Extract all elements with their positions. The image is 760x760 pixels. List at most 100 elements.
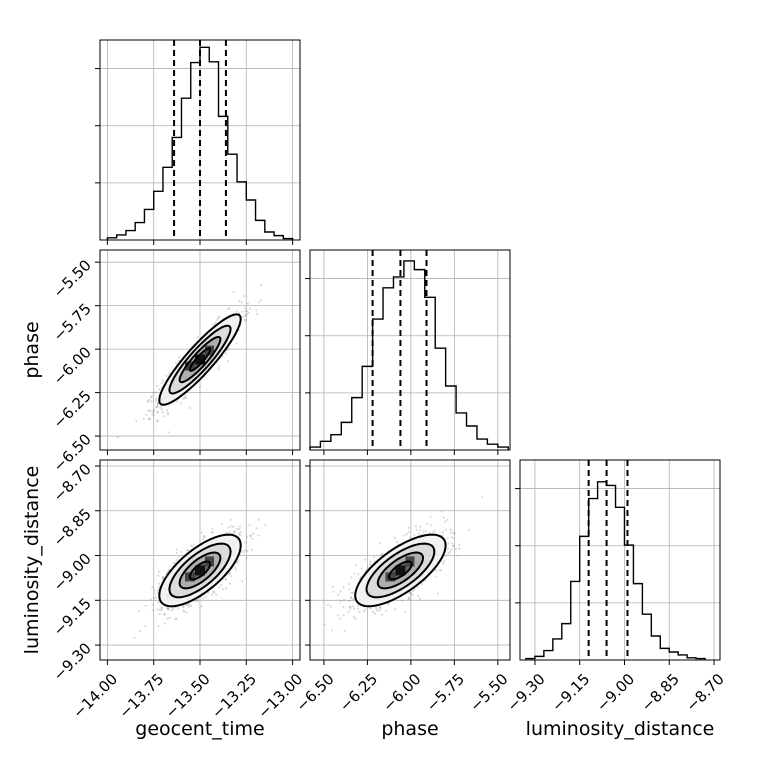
sample-point [180,550,183,553]
sample-point [152,414,155,417]
sample-point [167,413,170,416]
sample-point [364,558,367,561]
sample-point [218,586,221,589]
sample-point [237,560,240,563]
sample-point [174,617,177,620]
sample-point [182,398,185,401]
sample-point [419,525,422,528]
histogram-phase [309,260,509,450]
sample-point [446,548,449,551]
sample-point [374,606,378,610]
sample-point [150,400,153,403]
contour-line [188,560,212,581]
x-tick-label: −6.00 [379,670,424,715]
sample-point [435,569,438,572]
sample-point [244,310,247,313]
sample-point [348,605,351,608]
sample-point [446,536,449,540]
sample-point [144,604,147,607]
sample-point [228,530,231,533]
sample-point [225,352,228,355]
sample-point [186,549,189,552]
sample-point [244,319,247,322]
sample-point [156,405,159,408]
sample-point [146,399,149,402]
sample-point [363,610,366,613]
scatter-panel-geocent_time-luminosity_distance: −9.30−9.15−9.00−8.85−8.70−14.00−13.75−13… [50,459,306,722]
sample-point [230,575,233,578]
sample-point [244,315,247,318]
sample-point [347,599,351,603]
axes-frame [99,459,301,661]
sample-point [371,611,375,614]
sample-point [408,597,411,600]
y-tick-label: −9.30 [50,639,95,684]
sample-point [238,532,241,536]
sample-point [158,388,161,391]
sample-point [224,577,228,580]
sample-point [444,554,447,557]
sample-point [373,612,377,615]
sample-point [243,549,246,552]
sample-point [380,613,384,616]
sample-point [248,524,251,527]
sample-point [246,302,249,305]
sample-point [381,552,384,555]
contour-line [354,533,447,608]
axes-frame [309,249,511,451]
sample-point [257,534,260,537]
sample-point [217,365,220,368]
sample-point [408,592,412,595]
sample-point [378,605,381,608]
sample-point [407,530,410,533]
x-tick-label: −6.25 [336,670,381,715]
sample-point [453,537,456,540]
sample-point [148,417,151,420]
sample-point [408,596,411,599]
sample-point [250,548,253,552]
sample-point [417,595,420,598]
sample-point [225,586,228,590]
sample-point [172,607,175,610]
sample-point [332,590,335,593]
sample-point [467,529,471,532]
sample-point [221,522,224,525]
sample-point [157,574,160,577]
sample-point [407,526,410,529]
sample-point [199,385,202,388]
sample-point [249,534,252,537]
sample-point [162,415,166,418]
sample-point [409,536,412,539]
sample-point [387,602,390,606]
sample-point [228,307,231,310]
x-tick-label: −5.75 [423,670,468,715]
sample-point [358,610,361,614]
sample-point [331,585,334,589]
x-tick-label: −9.15 [548,670,593,715]
sample-point [360,567,363,570]
sample-point [373,556,376,559]
sample-point [342,586,345,589]
sample-point [414,525,418,528]
sample-point [449,528,452,531]
sample-point [233,531,236,534]
hist-panel-phase [305,249,511,455]
sample-point [380,553,383,556]
sample-point [187,549,190,552]
sample-point [450,536,453,539]
sample-point [183,610,186,613]
x-tick-label: −14.00 [69,670,121,722]
sample-point [214,321,217,324]
sample-point [188,406,191,409]
contour-line [168,542,232,599]
sample-point [161,411,164,414]
sample-point [156,608,159,611]
sample-point [156,410,159,413]
sample-point [413,534,416,537]
sample-point [188,605,191,608]
sample-point [159,606,162,609]
density-peak [195,565,205,576]
sample-point [167,607,170,610]
sample-point [225,531,228,535]
sample-point [404,610,407,613]
